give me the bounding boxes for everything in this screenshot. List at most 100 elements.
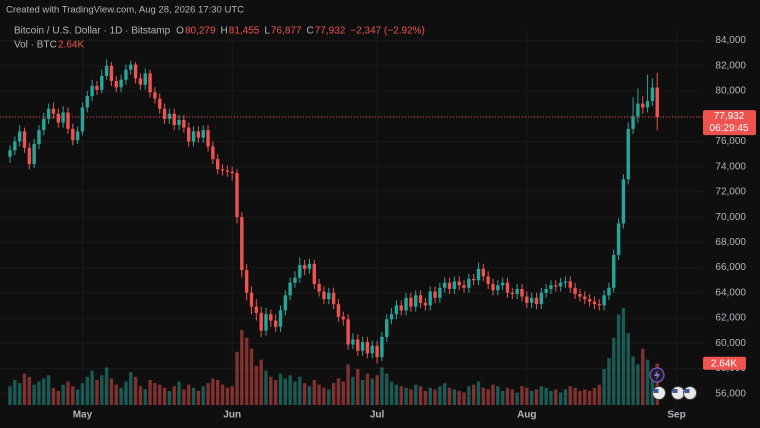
candle-body xyxy=(201,130,205,138)
volume-bar xyxy=(293,381,297,405)
volume-bar xyxy=(467,386,471,405)
candle-body xyxy=(370,345,374,354)
volume-bar xyxy=(500,390,505,405)
candle-body xyxy=(587,299,592,302)
flag-canton xyxy=(672,389,678,393)
y-tick-label: 82,000 xyxy=(715,60,746,71)
volume-bar xyxy=(85,376,89,405)
candle-body xyxy=(124,69,128,80)
candle-body xyxy=(655,87,659,118)
volume-bar xyxy=(631,356,635,405)
candle-body xyxy=(215,159,220,170)
candle-body xyxy=(85,96,89,108)
volume-bar xyxy=(365,373,370,405)
legend-value: 77,932 xyxy=(315,26,346,37)
volume-bar xyxy=(124,381,128,405)
candle-body xyxy=(17,131,22,142)
candle-body xyxy=(626,128,630,180)
candle-body xyxy=(27,147,32,165)
candle-body xyxy=(56,113,60,123)
volume-bar xyxy=(298,376,302,405)
lightning xyxy=(654,370,660,380)
volume-bar xyxy=(568,386,572,405)
volume-bar xyxy=(182,389,186,405)
candle-body xyxy=(80,107,85,132)
candle-body xyxy=(356,339,360,351)
candle-body xyxy=(327,292,331,300)
volume-bar xyxy=(549,390,553,405)
volume-bar xyxy=(211,378,215,405)
candle-body xyxy=(443,282,447,288)
volume-bar xyxy=(558,392,563,405)
candle-body xyxy=(414,295,418,307)
volume-value: 2.64K xyxy=(58,40,84,51)
legend-value: 80,279 xyxy=(185,26,216,37)
y-tick-label: 72,000 xyxy=(715,187,746,198)
volume-bar xyxy=(95,379,99,405)
volume-bar xyxy=(254,365,259,405)
candle-body xyxy=(510,292,515,295)
candle-body xyxy=(404,297,408,311)
volume-bar xyxy=(336,378,341,405)
volume-bar xyxy=(56,390,60,405)
candle-body xyxy=(119,79,123,88)
countdown: 06:29:45 xyxy=(710,123,749,134)
candle-body xyxy=(13,141,17,151)
volume-bar xyxy=(496,386,500,405)
candle-body xyxy=(385,319,389,337)
x-tick-label: Jun xyxy=(223,410,241,421)
candle-body xyxy=(51,108,56,114)
volume-bar xyxy=(476,381,481,405)
candle-body xyxy=(457,281,461,286)
candle-body xyxy=(283,295,288,311)
candle-body xyxy=(583,296,587,300)
candle-body xyxy=(104,65,109,76)
candle-body xyxy=(143,73,147,85)
candle-body xyxy=(66,112,70,129)
volume-bar xyxy=(114,384,118,405)
volume-bar xyxy=(385,373,389,405)
volume-bar xyxy=(322,387,326,405)
credit: Created with TradingView.com, Aug 28, 20… xyxy=(6,5,244,16)
volume-bar xyxy=(356,369,360,405)
candle-body xyxy=(312,263,316,284)
candle-body xyxy=(462,285,466,288)
candle-body xyxy=(206,130,210,147)
volume-bar xyxy=(273,379,278,405)
candle-body xyxy=(616,223,621,255)
volume-bar xyxy=(13,379,17,405)
volume-bar xyxy=(471,384,476,405)
candle-body xyxy=(438,287,442,298)
flag-canton xyxy=(653,389,659,393)
volume-bar xyxy=(428,387,432,405)
volume-bar xyxy=(351,376,355,405)
volume-bar xyxy=(191,387,196,405)
volume-bar xyxy=(51,387,56,405)
candle-body xyxy=(515,289,519,295)
legend-value: 76,877 xyxy=(271,26,302,37)
volume-bar xyxy=(394,384,399,405)
y-tick-label: 74,000 xyxy=(715,161,746,172)
candle-body xyxy=(153,92,157,99)
volume-bar xyxy=(143,389,147,405)
candle-body xyxy=(612,254,616,288)
ohlc-legend: O 80,279 H 81,455 L 76,877 C 77,932 −2,347 (−2.9… xyxy=(176,26,425,37)
candle-body xyxy=(650,87,655,102)
y-tick-label: 70,000 xyxy=(715,212,746,223)
x-tick-label: Jul xyxy=(370,410,385,421)
candle-body xyxy=(162,108,167,119)
candle-body xyxy=(37,130,41,144)
candle-body xyxy=(148,73,152,93)
candle-body xyxy=(331,292,336,305)
candle-body xyxy=(389,314,394,320)
volume-bar xyxy=(423,390,428,405)
volume-bar xyxy=(375,375,379,405)
volume-bar xyxy=(104,367,109,405)
volume-bar xyxy=(452,389,457,405)
volume-bar xyxy=(172,386,176,405)
volume-bar xyxy=(187,384,191,405)
y-tick-label: 80,000 xyxy=(715,86,746,97)
candle-body xyxy=(211,146,215,160)
candle-body xyxy=(549,285,553,289)
volume-bar xyxy=(636,364,640,405)
